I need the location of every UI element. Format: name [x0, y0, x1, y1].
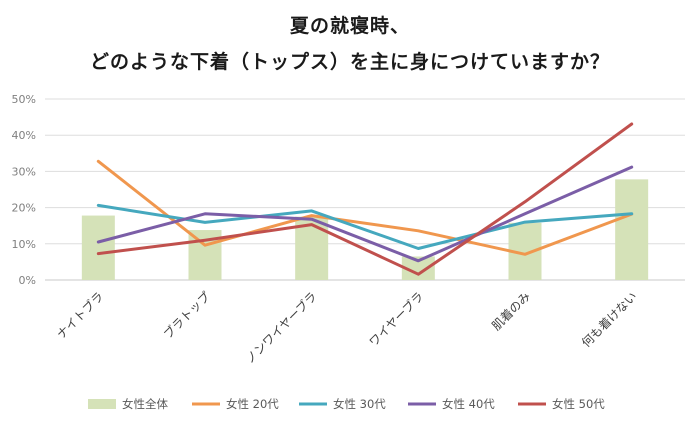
- x-tick-label: 何も着けない: [578, 289, 640, 351]
- y-tick-label: 40%: [12, 129, 36, 142]
- bar: [81, 215, 115, 280]
- x-tick-label: ノンワイヤーブラ: [242, 289, 320, 367]
- x-tick-label: ワイヤーブラ: [366, 289, 427, 350]
- legend-label: 女性 30代: [333, 397, 386, 411]
- chart-title-line-2: どのような下着（トップス）を主に身につけていますか？: [89, 51, 610, 73]
- y-tick-label: 0%: [19, 274, 36, 287]
- series-line: [96, 122, 634, 276]
- legend-label: 女性 50代: [552, 397, 605, 411]
- legend-label: 女性 40代: [442, 397, 495, 411]
- chart-title-line-1: 夏の就寝時、: [289, 15, 410, 37]
- series-line: [96, 159, 634, 256]
- x-tick-label: ブラトップ: [160, 289, 213, 342]
- y-tick-label: 20%: [12, 202, 36, 215]
- legend-label: 女性 20代: [226, 397, 279, 411]
- x-tick-label: 肌着のみ: [489, 289, 534, 334]
- bar: [615, 179, 649, 280]
- series-line: [96, 203, 634, 250]
- x-tick-label: ナイトブラ: [53, 289, 106, 342]
- legend-swatch: [88, 399, 116, 409]
- bar: [401, 256, 435, 280]
- y-tick-label: 50%: [12, 93, 36, 106]
- y-tick-label: 10%: [12, 238, 36, 251]
- y-tick-label: 30%: [12, 165, 36, 178]
- series-line: [96, 165, 634, 263]
- chart-title: 夏の就寝時、 どのような下着（トップス）を主に身につけていますか？: [0, 8, 700, 80]
- legend-label: 女性全体: [122, 397, 168, 411]
